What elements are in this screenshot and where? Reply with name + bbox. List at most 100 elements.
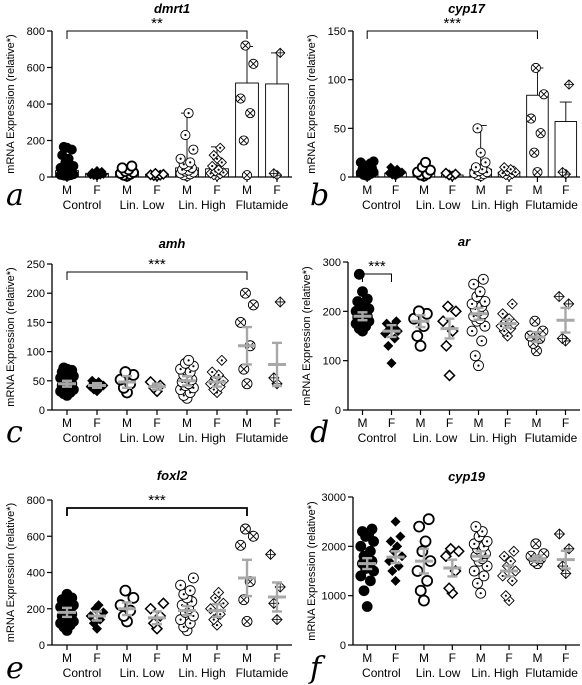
y-tick-label: 50 <box>33 376 45 388</box>
data-point-dot <box>506 334 509 338</box>
x-group-label: Lin. Low <box>120 431 165 445</box>
chart-title: amh <box>159 236 186 251</box>
y-tick-label: 100 <box>328 75 346 87</box>
data-point <box>390 575 401 586</box>
data-point <box>481 535 493 547</box>
data-point-cross <box>241 525 250 533</box>
panel-letter: f <box>308 651 326 685</box>
x-category-label: F <box>153 416 160 430</box>
x-category-label: M <box>362 651 372 665</box>
data-point <box>61 588 73 600</box>
series-2 <box>114 584 140 628</box>
data-point-dot <box>192 576 195 580</box>
x-category-label: F <box>449 183 456 197</box>
data-point-cross <box>527 115 535 123</box>
data-point-dot <box>189 370 192 374</box>
data-point-dot <box>479 151 482 154</box>
data-point <box>391 316 402 327</box>
y-axis-label: mRNA Expression (relative*) <box>5 503 17 642</box>
data-point-plus <box>269 168 279 178</box>
series-1 <box>85 600 109 634</box>
data-point <box>508 545 520 557</box>
series-6 <box>235 523 259 627</box>
series-4 <box>175 108 199 182</box>
significance-label: ** <box>151 15 163 32</box>
data-point <box>530 538 542 550</box>
data-point-plus <box>560 568 571 579</box>
data-point-cross <box>532 540 540 548</box>
x-group-label: Lin. Low <box>413 431 458 445</box>
y-tick-label: 0 <box>335 405 341 417</box>
data-point <box>235 93 246 104</box>
data-point-dot <box>507 599 511 602</box>
data-point-cross <box>239 365 248 373</box>
data-point <box>247 299 259 311</box>
y-tick-label: 0 <box>39 640 45 652</box>
panel-e: foxl2 mRNA Expression (relative*) 0 200 400 6… <box>5 468 292 685</box>
series-7 <box>265 47 289 181</box>
data-point <box>470 162 481 173</box>
data-point-dot <box>179 368 182 371</box>
data-point-dot <box>219 613 222 616</box>
data-point <box>553 290 565 303</box>
series-6 <box>235 40 259 181</box>
data-point <box>58 362 70 374</box>
x-category-label: F <box>213 651 220 665</box>
data-point <box>563 79 575 90</box>
data-point <box>235 316 247 328</box>
data-point-cross <box>249 532 258 541</box>
y-axis-label: mRNA Expression (relative*) <box>306 34 318 173</box>
series-3 <box>437 300 462 382</box>
x-group-label: Lin. High <box>178 198 225 212</box>
data-point-dot <box>211 370 214 374</box>
y-tick-label: 0 <box>340 640 346 652</box>
data-point <box>157 597 170 610</box>
x-category-label: F <box>562 183 569 197</box>
y-tick-label: 3000 <box>322 492 346 504</box>
significance-bracket <box>362 273 392 282</box>
series-7 <box>554 79 578 180</box>
significance-bracket <box>66 271 248 280</box>
data-point-dot <box>192 386 195 389</box>
data-point <box>449 305 462 318</box>
y-tick-label: 0 <box>39 405 45 417</box>
data-point <box>475 587 487 599</box>
x-category-label: M <box>122 183 132 197</box>
series-0 <box>350 268 375 337</box>
x-category-label: F <box>153 183 160 197</box>
significance-bracket <box>66 30 248 39</box>
data-point <box>506 575 518 587</box>
x-group-label: Flutamide <box>236 666 289 680</box>
data-point <box>387 566 398 576</box>
x-group-label: Flutamide <box>525 666 578 680</box>
data-point-cross <box>243 617 251 626</box>
x-category-label: F <box>446 416 453 430</box>
data-point <box>414 584 427 597</box>
x-category-label: M <box>416 416 426 430</box>
x-category-label: M <box>182 651 192 665</box>
series-5 <box>205 142 229 182</box>
significance-label: *** <box>444 15 462 32</box>
data-point-dot <box>473 569 476 573</box>
data-point <box>479 296 491 307</box>
data-point <box>214 142 226 154</box>
data-point-dot <box>504 594 507 597</box>
series-6 <box>235 287 259 390</box>
series-3 <box>144 597 170 635</box>
x-group-label: Control <box>63 666 102 680</box>
data-point-plus <box>272 614 282 625</box>
data-point <box>183 108 194 119</box>
data-point <box>469 350 481 362</box>
data-point-dot <box>479 592 482 595</box>
data-point-dot <box>474 166 477 169</box>
data-point <box>476 335 488 347</box>
x-group-label: Flutamide <box>236 198 289 212</box>
y-tick-label: 2000 <box>322 541 346 553</box>
x-category-label: M <box>62 651 72 665</box>
data-point-dot <box>503 166 506 169</box>
data-point <box>271 613 283 626</box>
y-tick-label: 0 <box>39 172 45 184</box>
y-tick-label: 100 <box>27 347 45 359</box>
data-point <box>185 157 196 168</box>
data-point-dot <box>473 542 476 545</box>
